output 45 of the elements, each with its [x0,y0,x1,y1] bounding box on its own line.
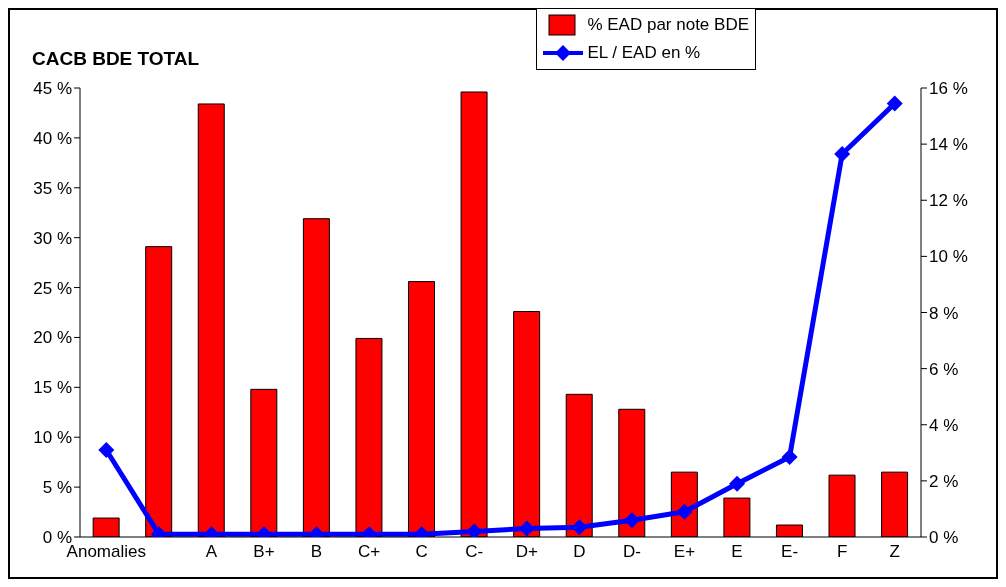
y2-tick-label: 0 % [929,528,959,548]
y-tick-label: 30 % [33,228,72,248]
x-tick-label: A [205,542,218,562]
point [518,520,535,537]
y2-tick-label: 10 % [929,247,968,267]
y-tick-label: 45 % [33,79,72,99]
y-tick-label: 40 % [33,128,72,148]
legend-label: % EAD par note BDE [587,15,749,35]
chart-title: CACB BDE TOTAL [32,48,200,70]
point [781,449,798,466]
point [623,512,640,529]
y-tick-label: 10 % [33,428,72,448]
x-tick-label: Anomalies [66,542,146,562]
x-tick-label: B [310,542,323,562]
y-tick-label: 25 % [33,278,72,298]
y2-tick-label: 2 % [929,471,959,491]
y2-tick-label: 14 % [929,135,968,155]
point [98,442,115,459]
y-tick-label: 5 % [42,478,72,498]
point [571,519,588,536]
y-tick-label: 20 % [33,328,72,348]
x-tick-label: D+ [515,542,538,562]
point [729,475,746,492]
legend-label: EL / EAD en % [587,43,701,63]
point [886,95,903,112]
y-tick-label: 15 % [33,378,72,398]
x-tick-label: C [415,542,428,562]
x-tick-label: E [731,542,743,562]
y2-tick-label: 16 % [929,79,968,99]
y2-tick-label: 6 % [929,359,959,379]
x-tick-label: F [836,542,848,562]
x-tick-label: Z [889,542,900,562]
point [834,145,851,162]
y-tick-label: 35 % [33,178,72,198]
y2-tick-label: 4 % [929,415,959,435]
point [466,523,483,537]
x-tick-label: C- [465,542,484,562]
x-tick-label: D [573,542,586,562]
x-tick-label: D- [622,542,641,562]
x-tick-label: C+ [357,542,381,562]
x-tick-label: E- [781,542,799,562]
x-tick-label: B+ [253,542,275,562]
y2-tick-label: 12 % [929,191,968,211]
x-tick-label: E+ [673,542,696,562]
y2-tick-label: 8 % [929,303,959,323]
